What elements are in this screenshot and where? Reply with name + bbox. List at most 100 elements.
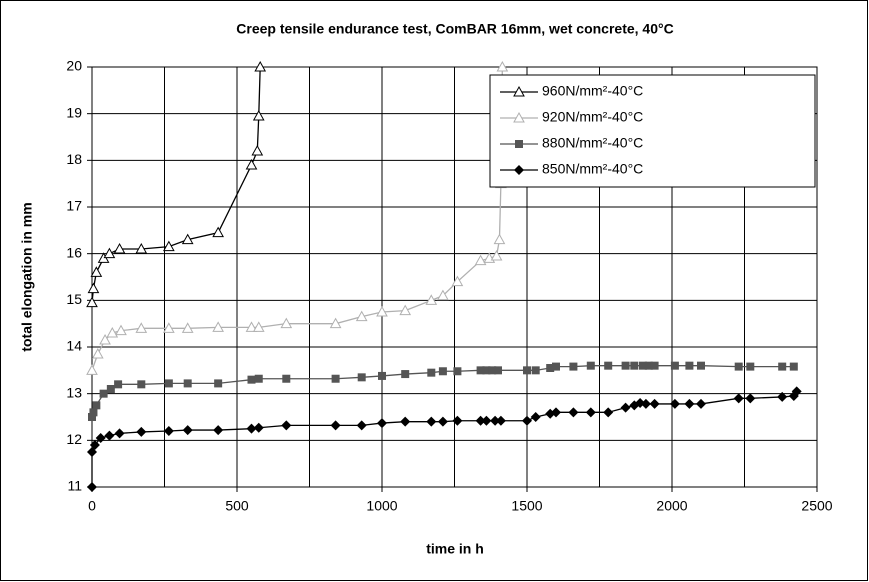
marker	[212, 321, 224, 332]
y-tick-label: 13	[66, 384, 82, 400]
marker	[90, 266, 103, 277]
marker	[649, 398, 660, 409]
marker	[330, 420, 341, 431]
marker	[329, 317, 342, 329]
marker	[530, 412, 541, 422]
marker	[513, 85, 525, 97]
marker	[89, 408, 98, 417]
marker	[697, 361, 705, 370]
marker	[427, 368, 436, 377]
marker	[86, 296, 98, 308]
marker	[87, 282, 100, 294]
marker	[246, 423, 257, 434]
marker	[777, 391, 788, 402]
marker	[481, 415, 492, 426]
marker	[376, 305, 388, 317]
marker	[734, 362, 743, 371]
marker	[355, 310, 368, 322]
legend: 960N/mm²-40°C 920N/mm²-40°C 880N/mm²-40°C 8…	[489, 74, 816, 188]
chart-title: Creep tensile endurance test, ComBAR 16m…	[236, 21, 673, 37]
marker	[252, 109, 265, 121]
marker	[113, 242, 126, 254]
marker	[426, 416, 437, 427]
marker	[523, 366, 531, 375]
plot-border	[91, 66, 818, 488]
marker	[630, 361, 639, 370]
x-tick-label: 1500	[511, 498, 542, 514]
marker	[684, 398, 695, 409]
marker	[104, 430, 115, 441]
marker	[453, 367, 462, 376]
y-tick-label: 16	[66, 244, 82, 260]
marker	[515, 140, 523, 148]
marker	[778, 362, 787, 371]
marker	[135, 322, 148, 333]
marker	[685, 361, 694, 370]
marker	[451, 275, 464, 287]
x-tick-label: 500	[225, 498, 249, 514]
marker	[425, 294, 438, 305]
x-tick-label: 2000	[656, 498, 687, 514]
marker	[585, 407, 596, 418]
marker	[437, 289, 449, 301]
marker	[181, 322, 194, 333]
legend-label: 880N/mm²-40°C	[542, 135, 643, 151]
marker	[488, 366, 497, 375]
marker	[437, 416, 448, 427]
marker	[669, 398, 680, 409]
marker	[552, 362, 560, 371]
marker	[586, 361, 595, 370]
marker	[281, 420, 292, 431]
y-tick-label: 17	[66, 198, 82, 214]
marker	[164, 379, 173, 388]
x-tick-label: 0	[88, 498, 96, 514]
marker	[135, 242, 148, 254]
marker	[401, 370, 410, 379]
marker	[254, 60, 267, 72]
marker	[670, 361, 679, 370]
marker	[183, 379, 192, 388]
y-tick-label: 11	[67, 478, 82, 494]
marker	[254, 374, 263, 383]
y-tick-label: 14	[66, 338, 82, 354]
y-tick-label: 15	[66, 291, 82, 307]
marker	[568, 407, 579, 418]
y-tick-label: 19	[66, 104, 82, 120]
marker	[474, 254, 487, 266]
marker	[331, 374, 340, 383]
marker	[86, 364, 98, 375]
marker	[163, 240, 175, 252]
marker	[496, 60, 509, 72]
x-tick-label: 2500	[801, 498, 832, 514]
marker	[247, 375, 256, 384]
marker	[603, 407, 614, 418]
marker	[522, 415, 532, 426]
x-axis-label: time in h	[426, 541, 484, 557]
marker	[490, 415, 501, 426]
marker	[514, 165, 524, 175]
marker	[620, 402, 631, 413]
marker	[546, 364, 555, 372]
marker	[746, 362, 755, 371]
marker	[103, 247, 116, 259]
legend-label: 920N/mm²-40°C	[542, 109, 643, 125]
marker	[137, 380, 146, 389]
marker	[356, 420, 367, 431]
marker	[91, 347, 104, 359]
marker	[213, 425, 224, 436]
marker	[604, 361, 613, 370]
marker	[399, 304, 412, 316]
marker	[181, 233, 194, 245]
legend-box	[489, 74, 816, 188]
marker	[745, 393, 756, 404]
marker	[476, 366, 485, 375]
marker	[791, 386, 802, 397]
marker	[92, 401, 101, 410]
marker	[251, 144, 264, 156]
marker	[513, 111, 525, 123]
marker	[490, 249, 503, 261]
marker	[89, 440, 100, 450]
marker	[789, 362, 798, 371]
marker	[377, 418, 387, 429]
marker	[493, 233, 506, 245]
